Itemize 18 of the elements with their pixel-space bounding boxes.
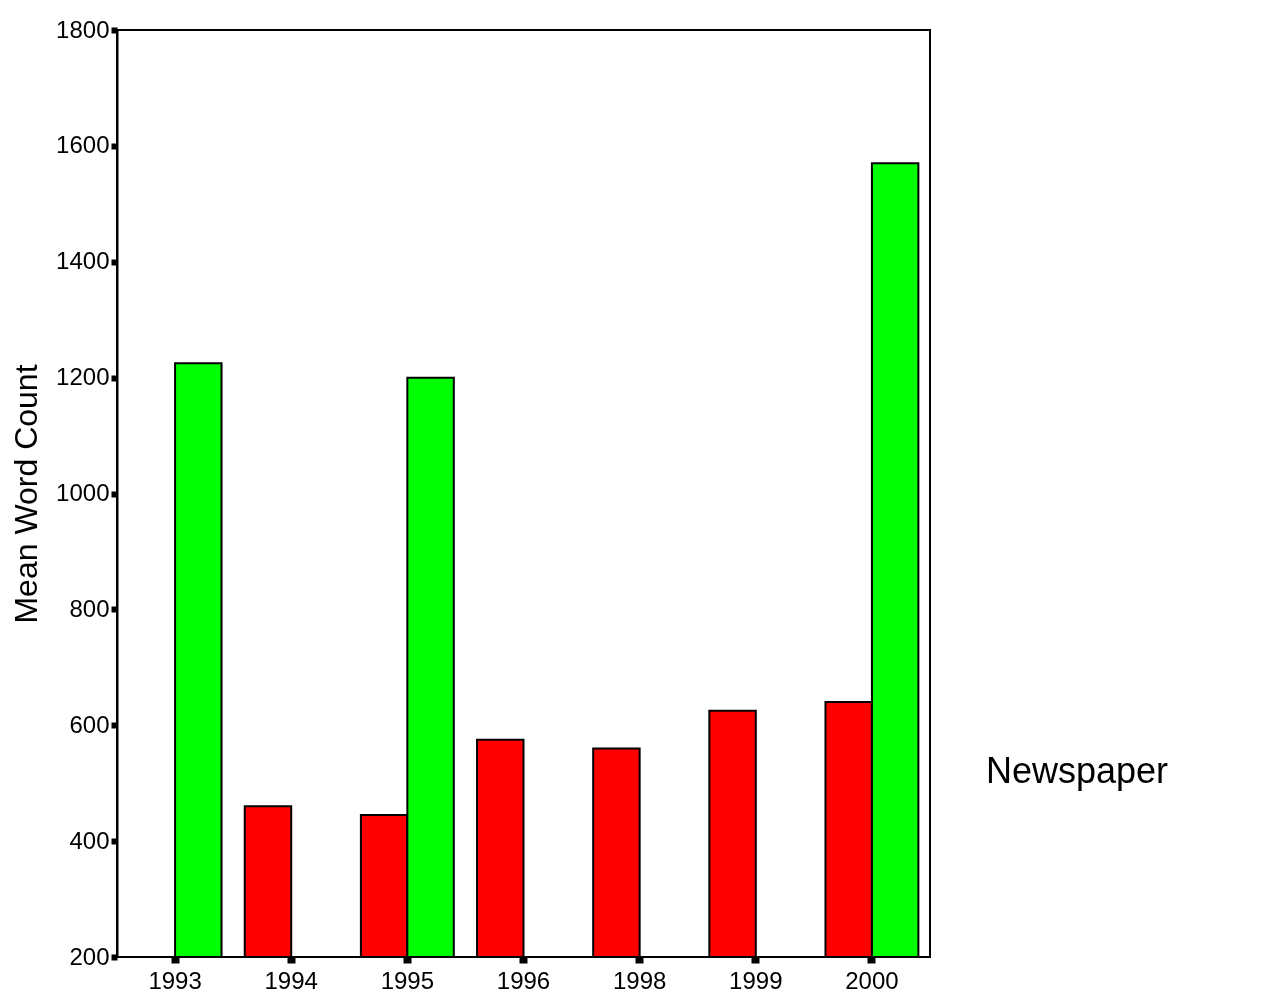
y-tick-label: 800: [69, 594, 110, 622]
y-tick-label: 1000: [56, 479, 110, 506]
y-tick-label: 1400: [56, 247, 110, 275]
x-tick-label: 2000: [845, 966, 899, 994]
x-tick-label: 1994: [264, 966, 318, 994]
x-tick-label: 1999: [729, 966, 783, 994]
x-tick-label: 1998: [612, 966, 667, 994]
y-tick-label: 400: [69, 826, 110, 854]
x-tick-label: 1993: [148, 966, 202, 994]
y-tick-label: 200: [69, 942, 110, 970]
y-tick-label: 1200: [56, 363, 110, 391]
text: Newspaper: [986, 750, 1169, 792]
y-tick-label: 1800: [56, 15, 110, 43]
y-axis-title: Mean Word Count: [8, 364, 45, 624]
x-tick-label: 1995: [380, 966, 435, 994]
x-tick-label: 1996: [496, 966, 551, 994]
y-tick-label: 600: [69, 710, 110, 738]
y-tick-label: 1600: [56, 131, 110, 159]
